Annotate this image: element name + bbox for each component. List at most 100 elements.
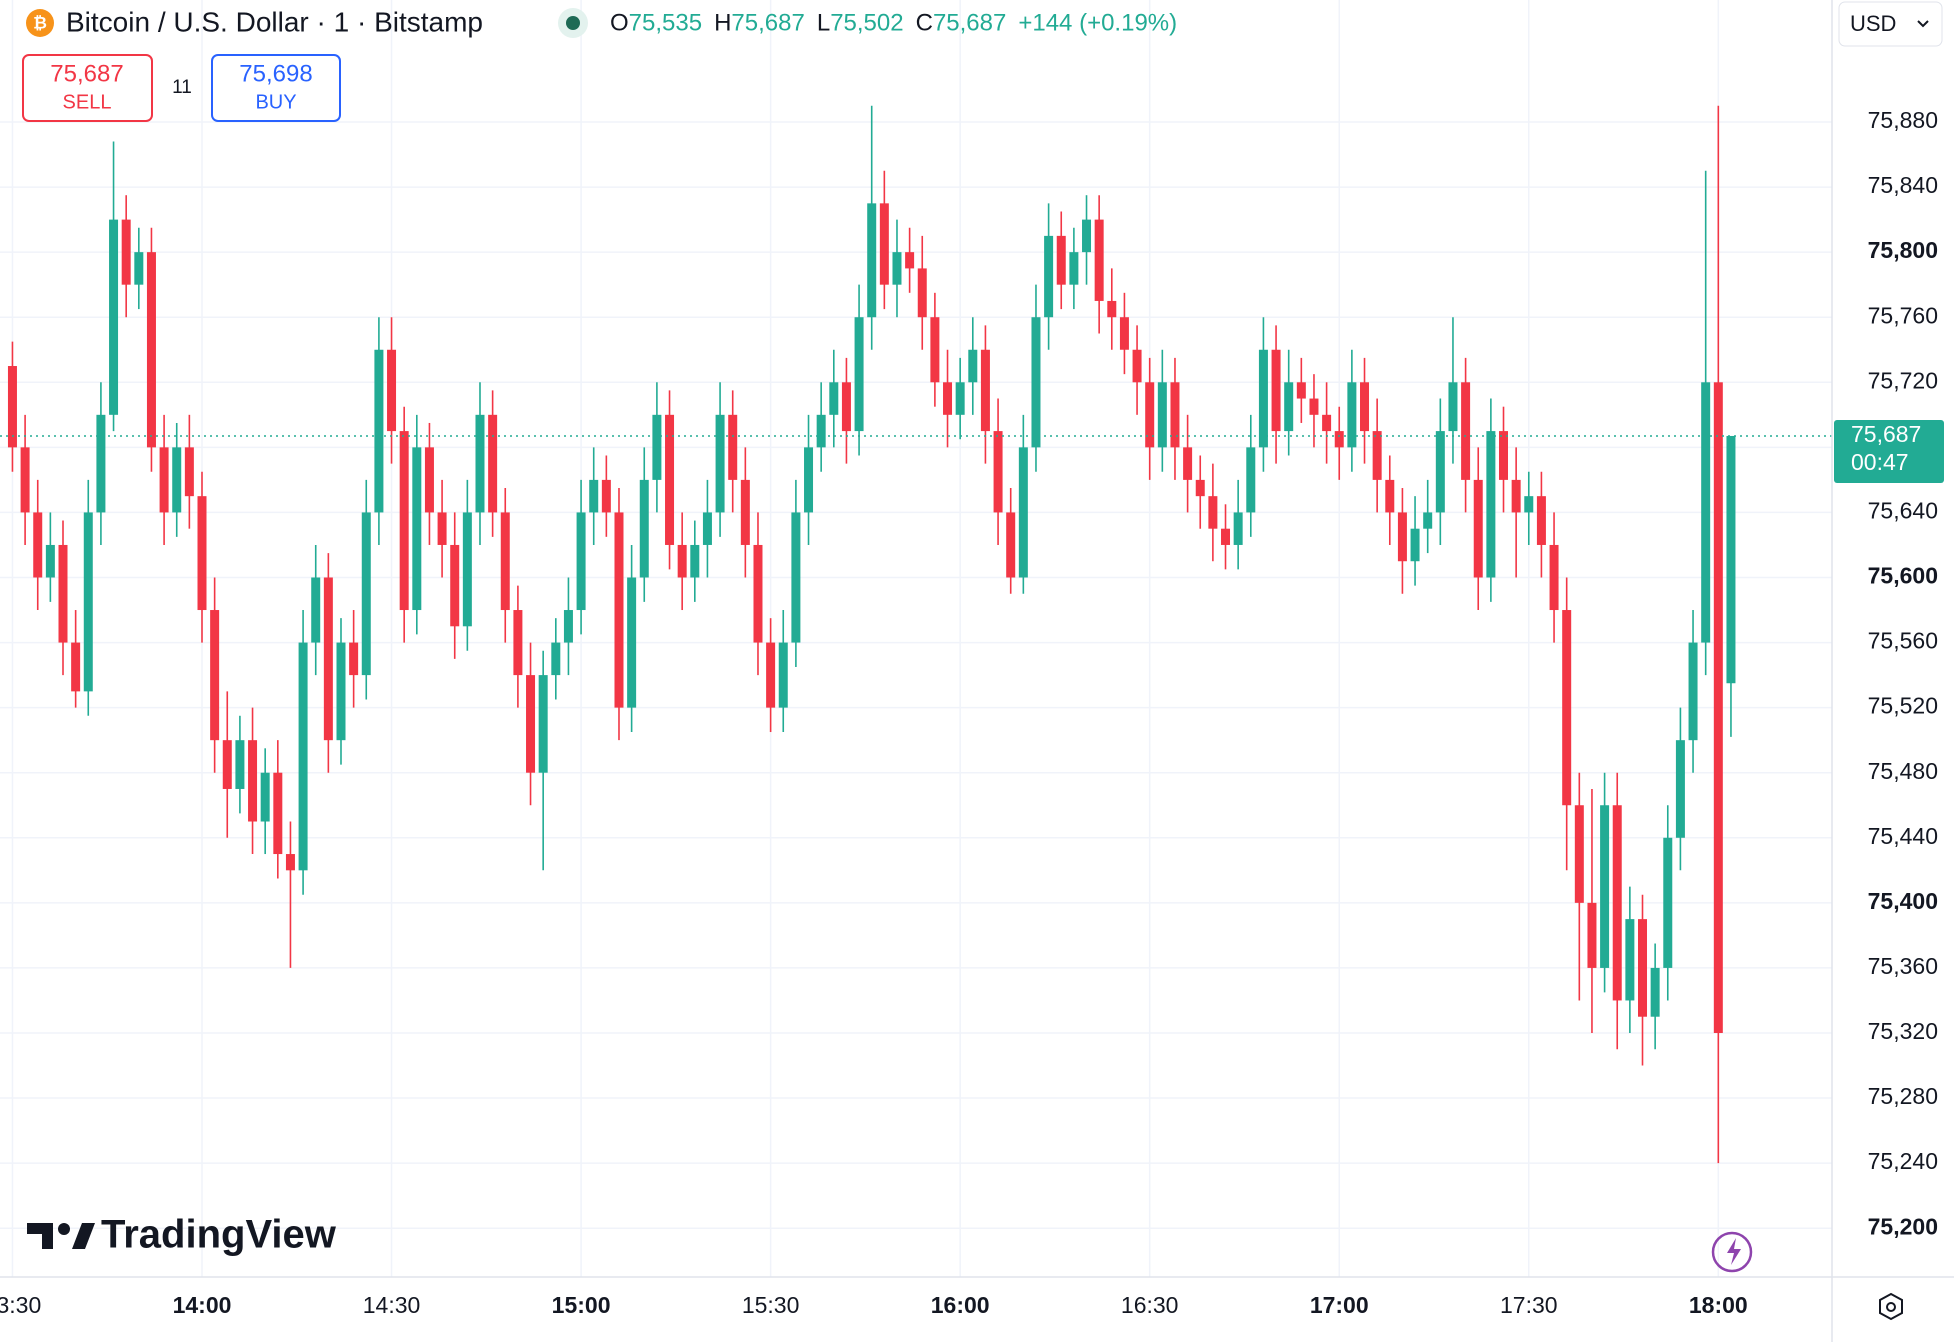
candle-body bbox=[576, 512, 586, 611]
candle-body bbox=[1233, 512, 1243, 545]
candle-body bbox=[1473, 479, 1483, 578]
candle-body bbox=[917, 268, 927, 318]
candle-body bbox=[1094, 219, 1104, 301]
candle-body bbox=[740, 479, 750, 545]
candle-body bbox=[652, 414, 662, 480]
candle-body bbox=[121, 219, 131, 285]
ohlc-value: 75,687 bbox=[933, 9, 1006, 36]
candle-body bbox=[513, 610, 523, 676]
candle-body bbox=[1397, 512, 1407, 562]
candle-body bbox=[1195, 479, 1205, 497]
symbol[interactable]: Bitcoin / U.S. Dollar · 1 · Bitstamp bbox=[66, 6, 483, 37]
candle-body bbox=[791, 512, 801, 643]
candle-body bbox=[1511, 479, 1521, 513]
logo-mark-dot bbox=[58, 1223, 70, 1235]
countdown: 00:47 bbox=[1851, 449, 1909, 475]
candle-body bbox=[766, 642, 776, 708]
candle-body bbox=[387, 349, 397, 432]
candle-body bbox=[1284, 382, 1294, 432]
candle-body bbox=[58, 544, 68, 643]
candle-body bbox=[614, 512, 624, 708]
candle-body bbox=[1423, 512, 1433, 529]
insight-bolt bbox=[1727, 1238, 1741, 1265]
y-tick-label: 75,240 bbox=[1868, 1148, 1938, 1174]
candle-body bbox=[1701, 382, 1711, 643]
candle-body bbox=[450, 544, 460, 627]
candle-body bbox=[1524, 496, 1534, 513]
candle-body bbox=[500, 512, 510, 611]
candle-body bbox=[184, 447, 194, 497]
logo-mark bbox=[27, 1223, 53, 1249]
y-tick-label: 75,720 bbox=[1868, 367, 1938, 393]
candle-body bbox=[1221, 528, 1231, 545]
candle-body bbox=[412, 447, 422, 611]
sell-label: SELL bbox=[63, 91, 112, 113]
candle-body bbox=[1044, 235, 1054, 318]
candle-body bbox=[879, 203, 889, 285]
candle-body bbox=[816, 414, 826, 448]
candle-body bbox=[1018, 447, 1028, 578]
y-tick-label: 75,760 bbox=[1868, 302, 1938, 328]
dropdown-arrow bbox=[1917, 20, 1929, 28]
candle-body bbox=[854, 317, 864, 432]
candle-body bbox=[285, 854, 295, 871]
candle-body bbox=[273, 772, 283, 855]
y-tick-label: 75,560 bbox=[1868, 628, 1938, 654]
bitcoin-icon-glyph: ₿ bbox=[33, 13, 47, 32]
candle-body bbox=[1726, 435, 1736, 684]
candle-body bbox=[1461, 382, 1471, 480]
y-tick-label: 75,400 bbox=[1868, 888, 1938, 914]
brand: TradingView bbox=[101, 1213, 337, 1257]
candle-body bbox=[399, 431, 409, 611]
market-status-dot bbox=[566, 16, 580, 30]
buy-button[interactable] bbox=[211, 54, 341, 122]
candle-body bbox=[892, 252, 902, 285]
candle-body bbox=[33, 512, 43, 578]
candle-body bbox=[1625, 919, 1635, 1001]
candle-body bbox=[374, 349, 384, 513]
candle-body bbox=[943, 382, 953, 415]
candle-body bbox=[955, 382, 965, 415]
candle-body bbox=[83, 512, 93, 692]
candle-body bbox=[1536, 496, 1546, 545]
candle-body bbox=[71, 642, 81, 692]
x-tick-label: 16:30 bbox=[1121, 1292, 1179, 1318]
insight-icon[interactable] bbox=[1711, 1231, 1753, 1273]
y-tick-label: 75,600 bbox=[1868, 563, 1938, 589]
x-tick-label: 15:00 bbox=[552, 1292, 611, 1318]
candle-body bbox=[1145, 382, 1155, 448]
ohlc-value: 75,535 bbox=[629, 9, 702, 36]
candle-body bbox=[311, 577, 321, 643]
candle-body bbox=[475, 414, 485, 513]
y-tick-label: 75,840 bbox=[1868, 172, 1938, 198]
logo-mark-slash bbox=[72, 1223, 95, 1249]
candle-body bbox=[690, 544, 700, 578]
y-tick-label: 75,360 bbox=[1868, 953, 1938, 979]
candle-body bbox=[829, 382, 839, 415]
x-tick-label: 16:00 bbox=[931, 1292, 990, 1318]
sell-price: 75,687 bbox=[50, 60, 123, 87]
candle-body bbox=[728, 414, 738, 480]
candle-body bbox=[1132, 349, 1142, 383]
candle-body bbox=[905, 252, 915, 269]
candle-body bbox=[172, 447, 182, 513]
x-tick-label: 17:00 bbox=[1310, 1292, 1369, 1318]
candle-body bbox=[1208, 496, 1218, 529]
currency: USD bbox=[1850, 11, 1896, 36]
candle-body bbox=[778, 642, 788, 708]
y-tick-label: 75,800 bbox=[1868, 237, 1938, 263]
candle-body bbox=[1562, 610, 1572, 806]
y-tick-label: 75,880 bbox=[1868, 107, 1938, 133]
ohlc-key: O bbox=[610, 9, 629, 36]
settings-icon-center bbox=[1886, 1302, 1896, 1312]
bitcoin-icon bbox=[26, 9, 54, 37]
settings-icon[interactable] bbox=[1879, 1292, 1903, 1321]
sell-button[interactable] bbox=[22, 54, 153, 122]
candle-body bbox=[589, 479, 599, 513]
x-tick-label: 15:30 bbox=[742, 1292, 800, 1318]
currency-selector[interactable] bbox=[1838, 1, 1943, 47]
candle-body bbox=[1309, 398, 1319, 415]
last-price-badge bbox=[1834, 419, 1944, 483]
candles bbox=[0, 105, 1832, 1164]
candle-body bbox=[336, 642, 346, 741]
